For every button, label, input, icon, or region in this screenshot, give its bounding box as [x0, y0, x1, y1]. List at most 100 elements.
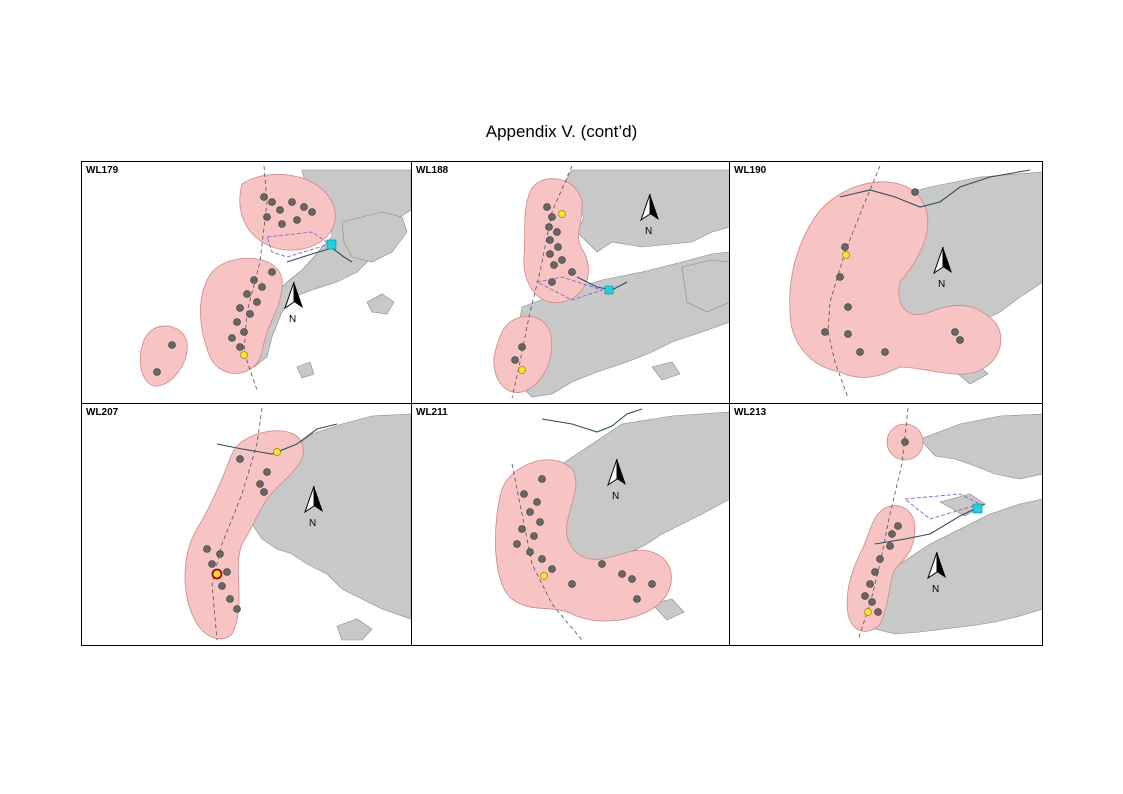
- sighting-point: [856, 348, 864, 356]
- island: [651, 598, 685, 621]
- north-label: N: [612, 491, 619, 502]
- road-line: [874, 503, 986, 545]
- panel-label: WL211: [416, 407, 448, 418]
- sighting-point: [874, 608, 882, 616]
- road-line: [576, 276, 628, 291]
- sighting-point: [628, 575, 636, 583]
- marker-square: [326, 239, 337, 250]
- panel-label: WL190: [734, 165, 767, 176]
- sighting-point: [518, 343, 526, 351]
- map-wl211: N: [495, 408, 729, 641]
- map-grid: WL179: [81, 161, 1043, 646]
- survey-track: [511, 463, 583, 641]
- island: [651, 361, 681, 381]
- highlight-point: [558, 210, 566, 218]
- sighting-point: [538, 475, 546, 483]
- buffer-zone: [493, 315, 552, 393]
- sighting-point: [223, 568, 231, 576]
- sighting-point: [218, 582, 226, 590]
- marker-square: [972, 503, 983, 514]
- sighting-point: [243, 290, 251, 298]
- land-mass: [681, 259, 729, 313]
- sighting-point: [513, 540, 521, 548]
- road-line: [839, 169, 1031, 208]
- island: [296, 361, 315, 379]
- sightings: [203, 448, 281, 613]
- page-title: Appendix V. (cont’d): [485, 122, 638, 141]
- panel-wl190: WL190 N: [729, 162, 1042, 403]
- boundary-line: [535, 276, 604, 301]
- map-wl190: N: [789, 165, 1042, 399]
- sighting-point: [548, 278, 556, 286]
- panel-wl179: WL179: [82, 162, 411, 403]
- panel-wl188: WL188: [411, 162, 729, 403]
- highlight-point: [211, 568, 223, 580]
- sighting-point: [545, 223, 553, 231]
- sightings: [861, 438, 909, 616]
- highlight-point: [842, 251, 850, 259]
- sighting-point: [536, 518, 544, 526]
- sighting-point: [260, 488, 268, 496]
- buffer-zone: [846, 505, 916, 632]
- sighting-point: [253, 298, 261, 306]
- panel-wl211: WL211: [411, 403, 729, 645]
- sighting-point: [511, 356, 519, 364]
- map-wl207: N: [184, 407, 411, 641]
- sighting-point: [263, 468, 271, 476]
- boundary-line: [903, 493, 982, 520]
- buffer-zone: [184, 430, 304, 640]
- north-arrow: N: [304, 485, 323, 529]
- sighting-point: [263, 213, 271, 221]
- sighting-point: [821, 328, 829, 336]
- sighting-point: [844, 303, 852, 311]
- sighting-point: [530, 532, 538, 540]
- sighting-point: [888, 530, 896, 538]
- sighting-point: [886, 542, 894, 550]
- sighting-point: [618, 570, 626, 578]
- sighting-point: [153, 368, 161, 376]
- sighting-point: [553, 228, 561, 236]
- north-arrow: N: [933, 246, 952, 290]
- sighting-point: [260, 193, 268, 201]
- highlight-point: [864, 608, 872, 616]
- sighting-point: [236, 304, 244, 312]
- sighting-point: [861, 592, 869, 600]
- land-mass: [919, 413, 1042, 480]
- sighting-point: [276, 206, 284, 214]
- sightings: [821, 188, 964, 356]
- land-mass: [341, 211, 408, 263]
- sighting-point: [550, 261, 558, 269]
- sighting-point: [598, 560, 606, 568]
- sighting-point: [868, 598, 876, 606]
- sighting-point: [258, 283, 266, 291]
- highlight-point: [518, 366, 526, 374]
- sighting-point: [256, 480, 264, 488]
- sighting-point: [208, 560, 216, 568]
- sighting-point: [268, 198, 276, 206]
- panel-wl213: WL213: [729, 403, 1042, 645]
- sighting-point: [956, 336, 964, 344]
- north-arrow: N: [927, 551, 946, 595]
- buffer-zone: [789, 181, 1002, 378]
- sighting-point: [216, 550, 224, 558]
- north-arrow: N: [284, 281, 303, 325]
- sighting-point: [203, 545, 211, 553]
- buffer-zone: [139, 325, 188, 387]
- north-arrow: N: [607, 458, 626, 502]
- sighting-point: [233, 605, 241, 613]
- sighting-point: [836, 273, 844, 281]
- island: [336, 618, 373, 641]
- panel-label: WL179: [86, 165, 119, 176]
- sighting-point: [911, 188, 919, 196]
- sighting-point: [168, 341, 176, 349]
- survey-track: [211, 407, 263, 641]
- sighting-point: [526, 508, 534, 516]
- buffer-zone: [523, 178, 589, 303]
- sighting-point: [546, 250, 554, 258]
- sighting-point: [876, 555, 884, 563]
- sighting-point: [548, 213, 556, 221]
- sighting-point: [568, 580, 576, 588]
- marker-square: [604, 285, 614, 295]
- boundary-line: [266, 231, 332, 258]
- highlight-point: [273, 448, 281, 456]
